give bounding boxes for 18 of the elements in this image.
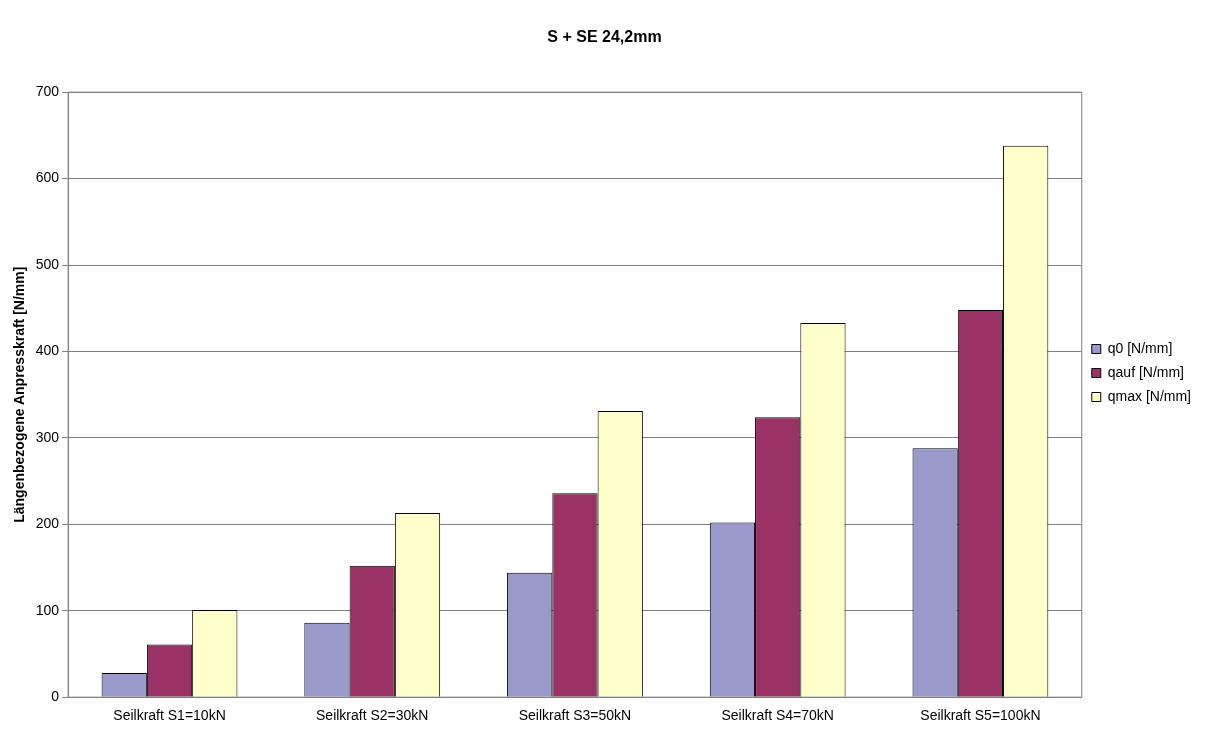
- legend-label: qmax [N/mm]: [1107, 387, 1192, 404]
- y-tick-label: 400: [35, 342, 60, 359]
- y-tick-label: 700: [35, 83, 60, 100]
- x-tick-label: Seilkraft S5=100kN: [920, 707, 1041, 724]
- y-tick-label: 600: [35, 169, 60, 186]
- y-axis-title: Längenbezogene Anpresskraft [N/mm]: [11, 266, 28, 523]
- chart-title: S + SE 24,2mm: [547, 28, 662, 46]
- x-tick-label: Seilkraft S4=70kN: [721, 707, 834, 724]
- x-tick-label: Seilkraft S1=10kN: [113, 707, 226, 724]
- legend-label: qauf [N/mm]: [1107, 363, 1185, 380]
- x-tick-label: Seilkraft S2=30kN: [316, 707, 429, 724]
- y-tick-label: 300: [35, 428, 60, 445]
- y-tick-label: 0: [51, 688, 60, 705]
- y-tick-label: 100: [35, 601, 60, 618]
- x-tick-label: Seilkraft S3=50kN: [518, 707, 632, 724]
- legend-label: q0 [N/mm]: [1107, 339, 1173, 356]
- y-tick-label: 500: [35, 255, 60, 272]
- y-tick-label: 200: [35, 515, 60, 532]
